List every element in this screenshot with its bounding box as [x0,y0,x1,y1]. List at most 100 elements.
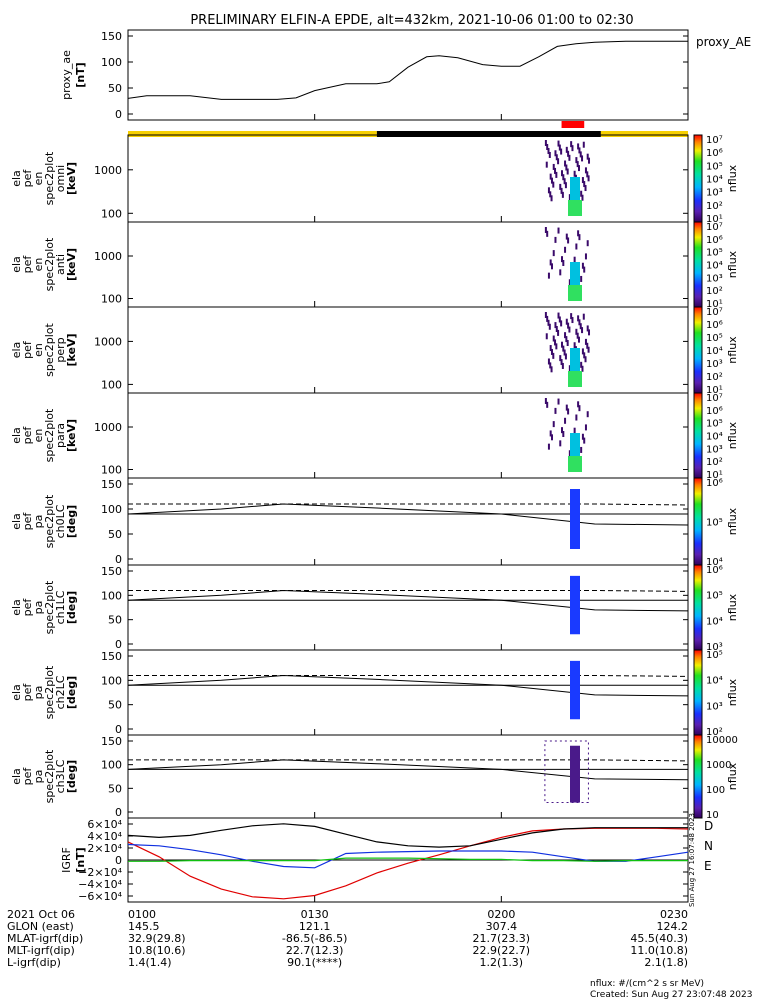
loss-cone-dashed-line [128,503,689,506]
spectrogram-pixel [576,161,579,168]
spectrogram-pixel [557,329,560,336]
colorbar-tick-label: 10³ [706,188,723,199]
spectrogram-core-green [568,200,582,216]
spectrogram-pixel [568,154,571,161]
y-tick-label: 0 [115,723,122,736]
colorbar-tick-label: 10⁴ [706,175,723,186]
axis-row-value: 0130 [301,908,329,921]
spectrogram-core [570,433,580,471]
spectrogram-pixel [570,313,573,320]
spectrogram-pixel [545,333,548,340]
y-tick-label: 100 [101,589,122,602]
igrf-series-N [127,843,689,869]
axis-row-value: 22.9(22.7) [473,944,531,957]
spectrogram-pixel [565,164,568,171]
colorbar-tick-label: 10 [706,810,719,821]
spectrogram-pixel [581,327,584,334]
y-axis-label-line: spec2plot [43,749,56,803]
spectrogram-pixel [544,227,547,233]
y-axis-label-line: [deg] [65,760,78,793]
y-axis-label-line: spec2plot [43,237,56,291]
spectrogram-pixel [550,366,553,373]
y-axis-label-line: [deg] [65,505,78,538]
axis-row-value: 11.0(10.8) [630,944,688,957]
y-axis-label-line: perp [54,337,67,362]
side-timestamp: Sun Aug 27 16:07:48 2023 [688,813,696,907]
spectrogram-pixel [547,358,550,365]
y-tick-label: −6×10⁴ [78,890,122,903]
y-axis-label-line: para [54,423,67,448]
spectrogram-pixel [568,365,571,372]
y-axis-label-line: anti [54,254,67,275]
spectrogram-pixel [549,173,552,180]
colorbar-tick-label: 10⁵ [706,419,723,430]
y-axis-label-line: ela [10,599,23,616]
spectrogram-pixel [586,240,589,247]
axis-row-label: 2021 Oct 06 [7,908,75,921]
y-tick-label: 150 [101,30,122,43]
spectrogram-pixel [581,433,584,440]
igrf-series-E [128,857,688,862]
y-axis-label-line: spec2plot [43,323,56,377]
spectrogram-pixel [586,342,589,349]
y-tick-label: 100 [101,674,122,687]
colorbar-tick-label: 10¹ [706,299,723,310]
spectrogram-pixel [564,332,567,339]
spectrogram-pixel [566,340,569,346]
spectrogram-data-4 [544,398,589,472]
spectrogram-pixel [554,322,557,329]
pitch-angle-blob [570,745,580,803]
colorbar-tick-label: 10⁴ [706,261,723,272]
spectrogram-core [570,177,580,215]
spectrogram-pixel [561,362,564,369]
igrf-series-D [127,827,689,900]
spectrogram-pixel [573,256,576,263]
spectrogram-pixel [587,175,590,182]
axis-row-value: 10.8(10.6) [128,944,186,957]
y-axis-label-line: [keV] [65,248,78,281]
spectrogram-pixel [560,187,563,194]
spectrogram-pixel [586,153,589,160]
y-tick-label: 50 [108,614,122,627]
spectrogram-pixel [559,183,562,190]
spectrogram-pixel [552,163,555,170]
y-axis-label-line: ela [10,427,23,444]
spectrogram-pixel [557,227,560,234]
loss-cone-dashed-line [128,590,689,592]
panel-ae: proxy_ae [nT] 150 100 50 0 proxy_AE [60,29,751,121]
spectrogram-pixel [549,259,552,266]
colorbar-tick-label: 10³ [706,642,723,653]
spectrogram-pixel [577,315,580,322]
colorbar-label: nflux [726,507,739,535]
axis-row-value: 1.2(1.3) [480,956,524,969]
spectrogram-pixel [586,171,589,178]
spectrogram-pixel [581,365,584,372]
loss-cone-line [127,674,689,697]
y-axis-label-line: en [32,258,45,272]
spectrogram-pixel [562,431,565,437]
spectrogram-pixel [552,352,555,359]
spectrogram-pixel [561,341,564,348]
science-zone-2 [600,131,688,137]
axis-row-label: MLAT-igrf(dip) [7,932,83,945]
panel-frame [127,29,689,121]
spectrogram-pixel [580,361,583,368]
panel-frame [127,221,689,308]
spectrogram-pixel [583,266,586,273]
y-tick-label: 100 [101,464,122,477]
y-tick-label: 1000 [94,335,122,348]
spectrogram-pixel [568,450,571,457]
spectrogram-pixel [550,434,553,441]
y-tick-label: 100 [101,503,122,516]
spectrogram-pixel [559,355,562,362]
colorbar-tick-label: 10⁷ [706,222,723,233]
spectrogram-pixel [547,272,550,279]
colorbar-label: nflux [726,678,739,706]
spectrogram-pixel [568,279,571,286]
spectrogram-pixel [547,443,550,450]
spectrogram-pixel [563,349,566,356]
colorbar-tick-label: 10⁶ [706,148,723,159]
colorbar-tick-label: 10⁴ [706,676,723,687]
spectrogram-pixel [549,430,552,437]
